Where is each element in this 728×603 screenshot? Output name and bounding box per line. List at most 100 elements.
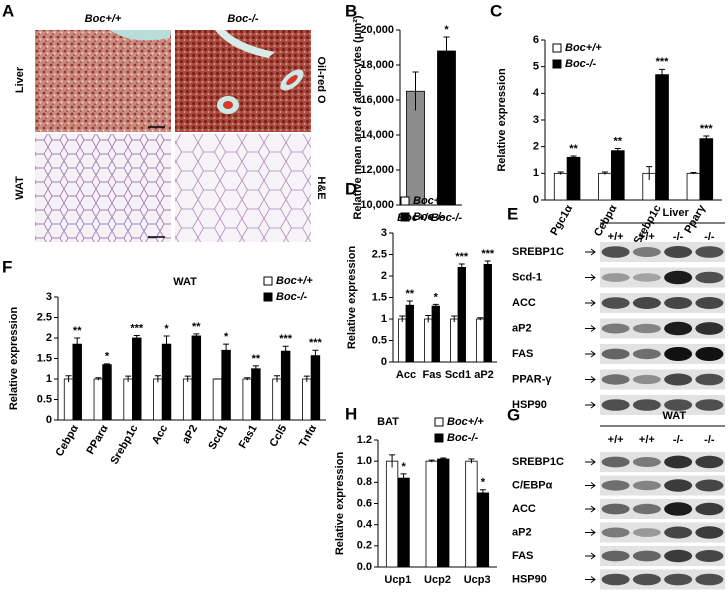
arrow xyxy=(585,376,596,383)
band xyxy=(632,573,661,586)
band xyxy=(632,550,661,562)
error-bar xyxy=(614,148,621,153)
blot-title: WAT xyxy=(663,410,687,422)
blot-strip xyxy=(600,522,725,543)
error-bar xyxy=(163,335,170,353)
bar xyxy=(566,156,581,201)
error-bar xyxy=(451,315,458,323)
error-bar xyxy=(659,68,666,80)
y-tick-label: 0.5 xyxy=(372,334,387,346)
y-tick-label: 10,000 xyxy=(360,199,394,211)
blot-strip xyxy=(600,293,725,313)
blot-strip xyxy=(600,267,725,288)
protein-label: C/EBPα xyxy=(512,479,553,491)
y-axis-label: Relative expression xyxy=(334,452,346,556)
band xyxy=(601,480,630,491)
band xyxy=(601,297,630,309)
significance: *** xyxy=(279,333,293,345)
significance: ** xyxy=(614,135,623,147)
x-tick-label: Scd1 xyxy=(206,423,230,452)
lane-label: +/+ xyxy=(639,231,655,243)
error-bar xyxy=(690,172,697,175)
legend-label: Boc+/+ xyxy=(447,416,484,428)
error-bar xyxy=(125,375,132,382)
x-tick-label: PParα xyxy=(84,423,110,457)
arrow xyxy=(585,529,596,536)
bar xyxy=(405,304,414,363)
blot-strip xyxy=(600,395,725,415)
error-bar xyxy=(274,375,281,383)
bar xyxy=(161,343,172,421)
band xyxy=(632,399,661,411)
y-tick-label: 6 xyxy=(533,34,539,46)
legend-swatch xyxy=(552,43,562,53)
y-tick-label: 0.5 xyxy=(37,393,52,405)
band xyxy=(664,573,693,586)
blot-strip xyxy=(600,242,725,262)
y-tick-label: 14,000 xyxy=(360,129,394,141)
band xyxy=(695,297,724,309)
significance: * xyxy=(164,323,169,335)
bar xyxy=(553,172,568,201)
band xyxy=(664,270,693,285)
y-axis-label: Relative mean area of adipocytes (μm²) xyxy=(352,15,364,220)
bar xyxy=(424,318,433,363)
error-bar xyxy=(95,377,102,381)
x-tick-label: Fas xyxy=(423,369,442,381)
error-bar xyxy=(74,337,81,351)
y-tick-label: 12,000 xyxy=(360,164,394,176)
bar xyxy=(310,355,321,421)
band xyxy=(632,348,661,360)
bar xyxy=(191,335,202,421)
bar xyxy=(132,337,142,421)
significance: ** xyxy=(252,353,261,365)
significance: * xyxy=(401,461,406,473)
blot-strip xyxy=(600,569,725,590)
blot-strip xyxy=(600,546,725,566)
band xyxy=(664,549,693,563)
legend-swatch xyxy=(434,433,444,443)
band xyxy=(664,455,693,469)
y-tick-label: 0.6 xyxy=(357,497,372,509)
y-axis-label: Relative expression xyxy=(496,68,508,172)
significance: * xyxy=(481,477,486,489)
protein-label: SREBP1C xyxy=(512,246,564,258)
arrow xyxy=(585,552,596,560)
y-tick-label: 2 xyxy=(533,141,539,153)
micrographs xyxy=(35,30,311,242)
bar xyxy=(598,172,612,201)
blot-strip xyxy=(600,369,725,390)
bar xyxy=(272,378,282,421)
y-tick-label: 1 xyxy=(533,167,539,179)
chart-title: BAT xyxy=(377,416,399,428)
protein-label: aP2 xyxy=(512,322,532,334)
x-tick-label: Pgc1α xyxy=(548,203,575,238)
legend-swatch xyxy=(263,276,273,286)
y-tick-label: 0.0 xyxy=(357,561,372,573)
legend-label: Boc+/+ xyxy=(413,195,450,207)
vessel xyxy=(286,74,298,86)
band xyxy=(632,247,661,257)
error-bar xyxy=(406,300,413,310)
significance: * xyxy=(105,351,110,363)
y-tick-label: 16,000 xyxy=(360,94,394,106)
y-tick-label: 0 xyxy=(46,414,52,426)
band xyxy=(664,399,693,411)
significance: ** xyxy=(405,288,414,300)
x-tick-label: Ucp1 xyxy=(384,574,411,586)
y-tick-label: 4 xyxy=(533,87,540,99)
y-tick-label: 1 xyxy=(46,373,52,385)
protein-label: aP2 xyxy=(512,526,532,538)
y-tick-label: 1.2 xyxy=(357,434,372,446)
y-tick-label: 20,000 xyxy=(360,24,394,36)
bar xyxy=(476,492,490,568)
significance: * xyxy=(444,24,449,36)
y-tick-label: 18,000 xyxy=(360,59,394,71)
band xyxy=(632,297,661,309)
error-bar xyxy=(440,457,447,461)
x-tick-label: Srebp1c xyxy=(108,423,140,467)
y-tick-label: 2 xyxy=(46,332,52,344)
wat-wt-image xyxy=(35,134,171,242)
bar xyxy=(302,378,312,421)
